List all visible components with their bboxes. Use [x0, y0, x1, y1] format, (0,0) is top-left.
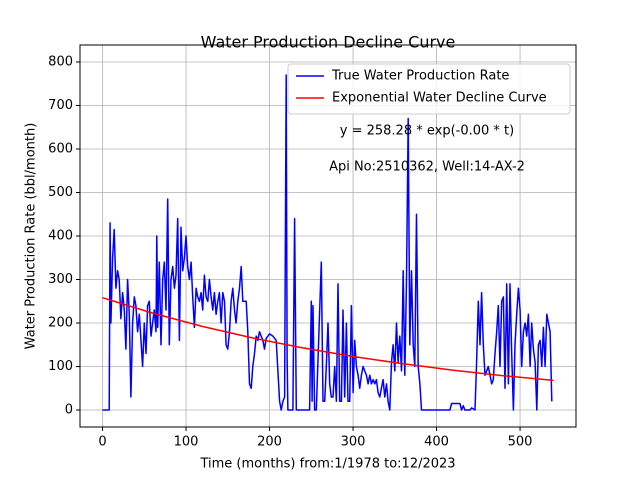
series-line [102, 296, 554, 382]
chart-title: Water Production Decline Curve [201, 33, 456, 52]
y-axis-label: Water Production Rate (bbl/month) [24, 123, 39, 350]
series-line [102, 74, 553, 411]
legend-label: True Water Production Rate [331, 69, 509, 84]
y-tick-label: 200 [48, 316, 73, 331]
x-tick-label: 100 [174, 435, 199, 450]
annotation: y = 258.28 * exp(-0.00 * t) [340, 124, 514, 139]
y-tick-label: 100 [48, 359, 73, 374]
y-tick-label: 600 [48, 141, 73, 156]
y-tick-label: 700 [48, 98, 73, 113]
plot-frame [79, 44, 577, 428]
annotation: Api No:2510362, Well:14-AX-2 [329, 160, 525, 175]
y-tick-label: 800 [48, 54, 73, 69]
x-tick-label: 200 [257, 435, 282, 450]
x-tick-label: 400 [424, 435, 449, 450]
x-tick-label: 0 [98, 435, 106, 450]
x-axis-label: Time (months) from:1/1978 to:12/2023 [199, 457, 455, 472]
x-tick-label: 300 [341, 435, 366, 450]
y-tick-label: 0 [65, 403, 73, 418]
y-tick-label: 400 [48, 229, 73, 244]
legend-label: Exponential Water Decline Curve [332, 91, 547, 106]
y-tick-label: 300 [48, 272, 73, 287]
y-tick-label: 500 [48, 185, 73, 200]
legend-box [287, 63, 571, 115]
x-tick-label: 500 [508, 435, 533, 450]
